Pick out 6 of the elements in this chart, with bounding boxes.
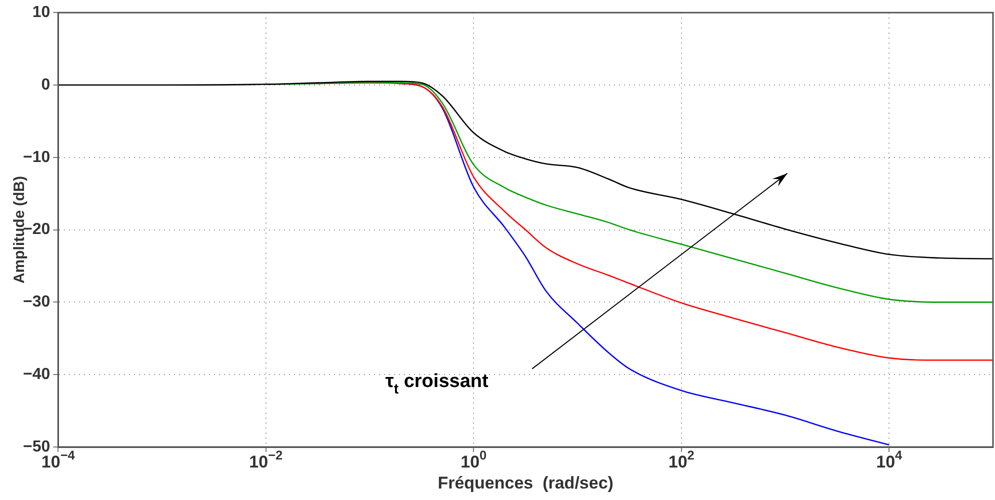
- y-tick-label: 0: [41, 76, 50, 94]
- y-tick-label: 10: [32, 4, 50, 22]
- y-tick-label: −10: [23, 148, 50, 166]
- x-axis-title: Fréquences (rad/sec): [438, 474, 614, 493]
- y-tick-label: −40: [23, 366, 50, 384]
- y-tick-label: −30: [23, 294, 50, 311]
